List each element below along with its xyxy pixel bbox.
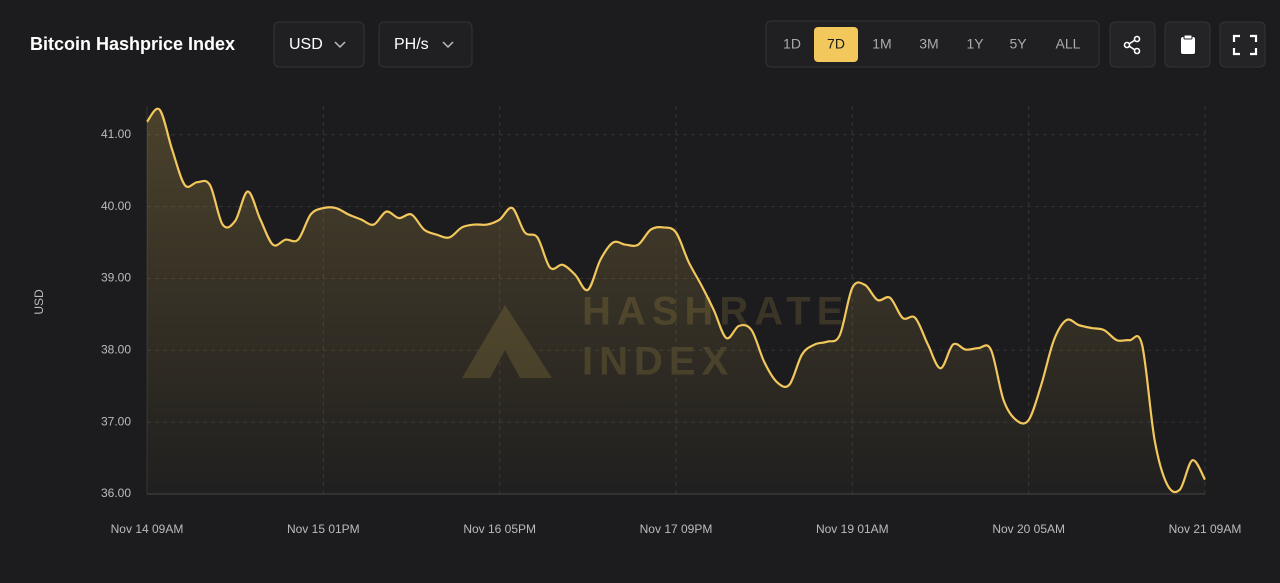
share-icon: [1123, 35, 1141, 55]
y-tick-label: 41.00: [101, 127, 131, 141]
range-button[interactable]: ALL: [1056, 36, 1081, 52]
line: [146, 107, 1206, 494]
fullscreen-icon: [1232, 34, 1258, 56]
button-bg: [1219, 21, 1266, 68]
range-label: 1D: [783, 36, 801, 52]
range-label: 1M: [872, 36, 891, 52]
range-label: 3M: [919, 36, 938, 52]
dropdown-bg: [378, 21, 473, 68]
y-axis-label: USD: [32, 289, 46, 315]
range-button[interactable]: 1M: [872, 36, 891, 52]
y-tick-label: 36.00: [101, 486, 131, 500]
dropdown-label: PH/s: [394, 36, 429, 53]
x-tick-label: Nov 17 09PM: [640, 522, 713, 536]
range-button[interactable]: 3M: [919, 36, 938, 52]
dropdown-label: USD: [289, 36, 323, 53]
dropdown[interactable]: USD: [273, 21, 365, 68]
range-button[interactable]: 1D: [783, 36, 801, 52]
dropdown-bg: [273, 21, 365, 68]
x-tick-label: Nov 20 05AM: [992, 522, 1065, 536]
range-label: 1Y: [966, 36, 984, 52]
chevron: [334, 41, 346, 49]
area: [147, 108, 1205, 494]
range-label: 5Y: [1009, 36, 1027, 52]
x-tick-label: Nov 21 09AM: [1169, 522, 1242, 536]
x-tick-label: Nov 19 01AM: [816, 522, 889, 536]
range-button[interactable]: 7D: [814, 27, 858, 62]
y-tick-label: 37.00: [101, 414, 131, 428]
y-tick-label: 38.00: [101, 342, 131, 356]
range-label: ALL: [1056, 36, 1081, 52]
y-tick-label: 39.00: [101, 271, 131, 285]
range-label: 7D: [827, 36, 845, 52]
chevron: [442, 41, 454, 49]
x-tick-label: Nov 15 01PM: [287, 522, 360, 536]
clipboard-clip: [1183, 34, 1193, 40]
range-button[interactable]: 1Y: [966, 36, 984, 52]
title: Bitcoin Hashprice Index: [30, 34, 235, 54]
dropdown[interactable]: PH/s: [378, 21, 473, 68]
button-bg: [1109, 21, 1156, 68]
range-active-bg: [814, 27, 858, 62]
fullscreen-button[interactable]: [1219, 21, 1266, 68]
x-tick-label: Nov 16 05PM: [463, 522, 536, 536]
copy-button[interactable]: [1164, 21, 1211, 68]
range-button[interactable]: 5Y: [1009, 36, 1027, 52]
x-tick-label: Nov 14 09AM: [111, 522, 184, 536]
clipboard-icon: [1181, 37, 1195, 54]
share-button[interactable]: [1109, 21, 1156, 68]
y-tick-label: 40.00: [101, 199, 131, 213]
